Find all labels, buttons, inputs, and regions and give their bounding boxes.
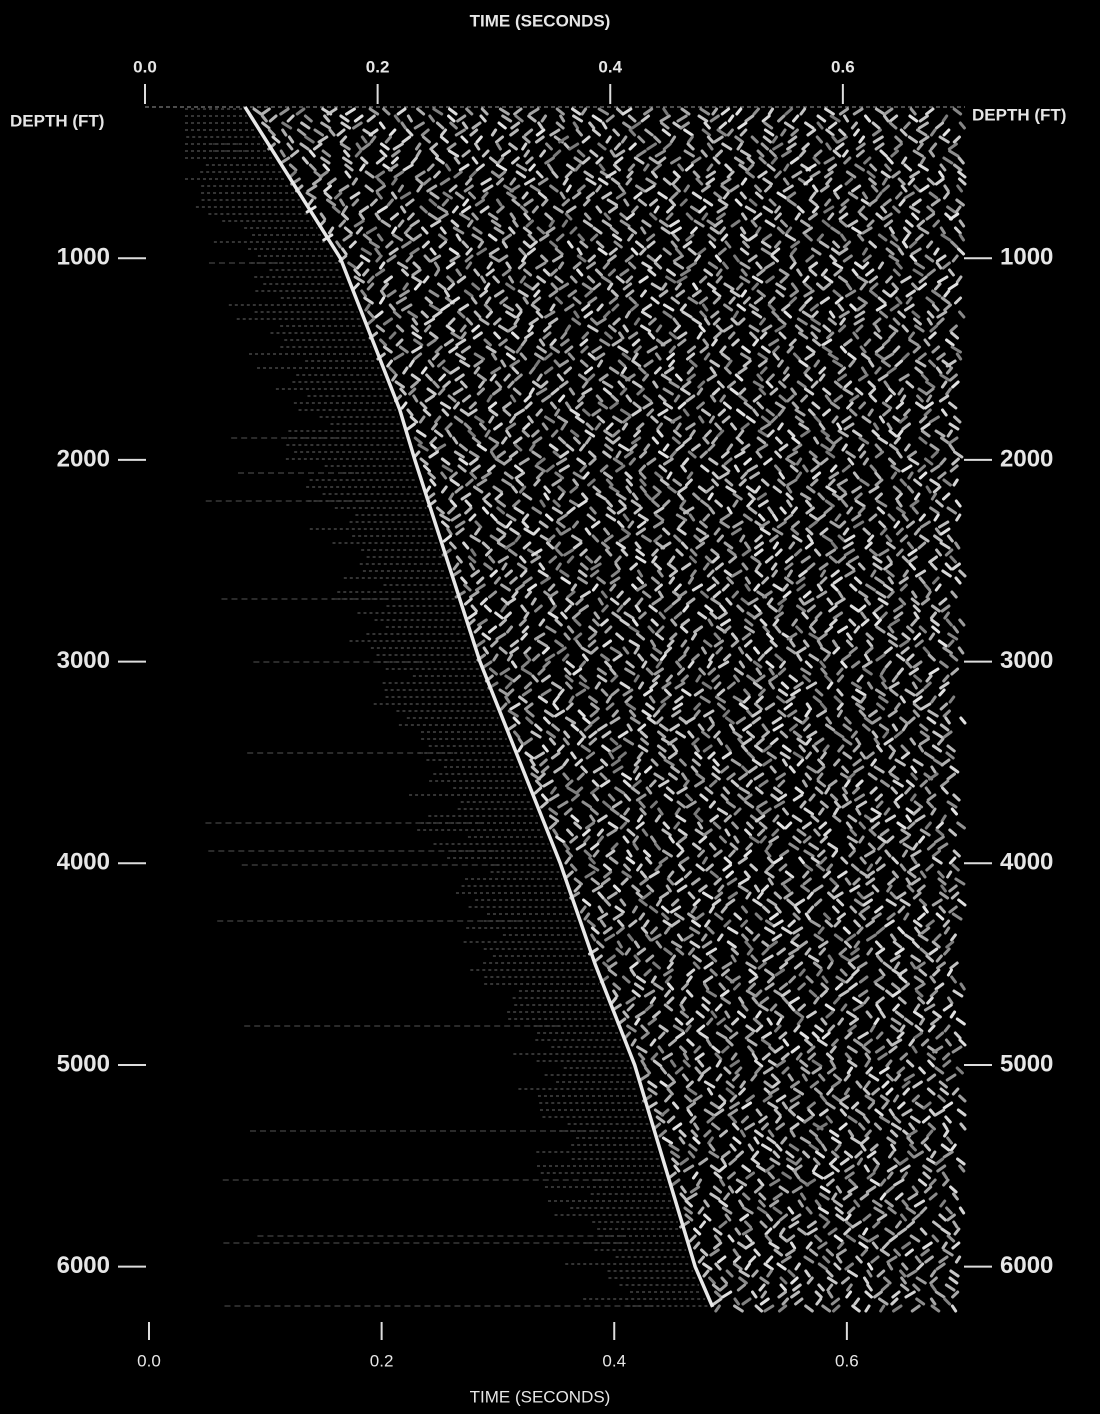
y-tick-label-right: 2000: [1000, 445, 1053, 472]
y-tick-label-right: 1000: [1000, 244, 1053, 271]
x-tick-label-bottom: 0.6: [835, 1351, 859, 1370]
y-tick-label-right: 6000: [1000, 1252, 1053, 1279]
y-tick-label-right: 4000: [1000, 849, 1053, 876]
y-tick-label-left: 6000: [57, 1252, 110, 1279]
y-tick-label-left: 5000: [57, 1050, 110, 1077]
chart: TIME (SECONDS) TIME (SECONDS) DEPTH (FT)…: [0, 0, 1100, 1414]
x-tick-label-top: 0.6: [831, 57, 855, 76]
x-axis-title-top: TIME (SECONDS): [470, 11, 611, 30]
y-tick-label-left: 3000: [57, 647, 110, 674]
x-axis-title-bottom: TIME (SECONDS): [470, 1387, 611, 1406]
y-axis-title-right: DEPTH (FT): [972, 105, 1066, 124]
page: TIME (SECONDS) TIME (SECONDS) DEPTH (FT)…: [0, 0, 1100, 1414]
y-axis-title-left: DEPTH (FT): [10, 111, 104, 130]
y-tick-label-left: 1000: [57, 244, 110, 271]
x-tick-label-top: 0.0: [133, 57, 157, 76]
y-tick-label-left: 4000: [57, 849, 110, 876]
y-tick-label-right: 3000: [1000, 647, 1053, 674]
y-tick-label-right: 5000: [1000, 1050, 1053, 1077]
x-tick-label-bottom: 0.2: [370, 1351, 394, 1370]
x-tick-label-bottom: 0.4: [602, 1351, 626, 1370]
x-tick-label-top: 0.2: [366, 57, 390, 76]
x-tick-label-bottom: 0.0: [137, 1351, 161, 1370]
y-tick-label-left: 2000: [57, 445, 110, 472]
x-tick-label-top: 0.4: [598, 57, 622, 76]
